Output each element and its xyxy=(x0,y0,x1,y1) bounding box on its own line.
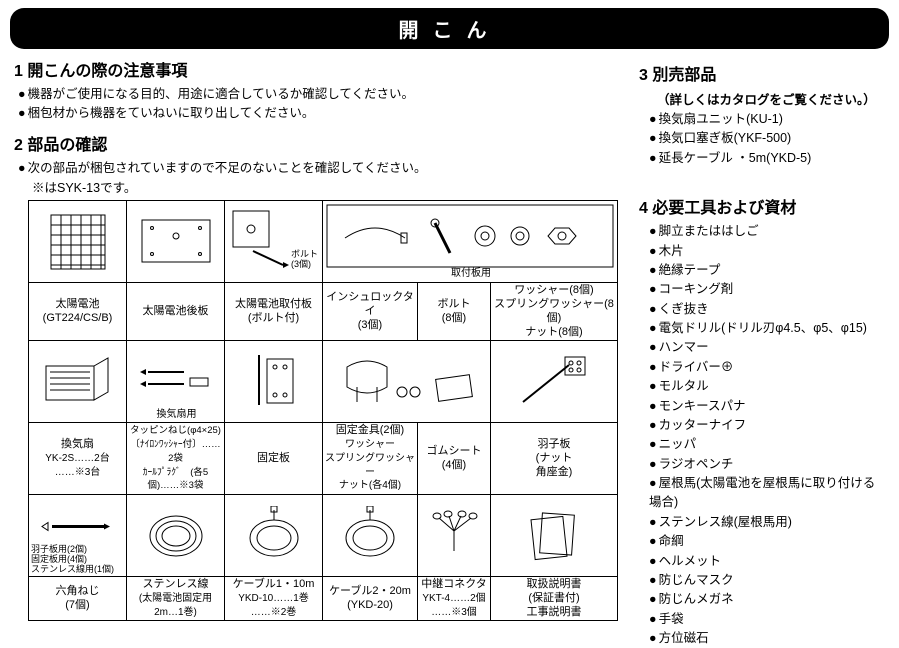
img-wire xyxy=(127,495,225,577)
label-fixed-plate: 固定板 xyxy=(225,423,323,495)
sec2-note: ※はSYK-13です。 xyxy=(14,177,619,196)
section1-heading: 1 開こんの際の注意事項 xyxy=(14,57,619,81)
img-hex-screw: 羽子板用(2個)固定板用(4個)ステンレス線用(1個) xyxy=(29,495,127,577)
img-cable1 xyxy=(225,495,323,577)
sec4-item: 木片 xyxy=(649,242,885,261)
label-hex: 六角ねじ(7個) xyxy=(29,577,127,621)
mounting-sub-label: 取付板用 xyxy=(324,268,618,281)
section2-heading: 2 部品の確認 xyxy=(14,131,619,155)
sec4-item: 命綱 xyxy=(649,532,885,551)
img-mounting-hardware: 取付板用 xyxy=(323,201,618,283)
img-cable2 xyxy=(323,495,418,577)
label-cable2: ケーブル2・20m(YKD-20) xyxy=(323,577,418,621)
sec4-item: モルタル xyxy=(649,377,885,396)
label-fan: 換気扇YK-2S……2台……※3台 xyxy=(29,423,127,495)
label-rubber: ゴムシート(4個) xyxy=(418,423,491,495)
sec3-item: 換気口塞ぎ板(YKF-500) xyxy=(649,129,885,148)
label-connector: 中継コネクタYKT-4……2個……※3個 xyxy=(418,577,491,621)
sec4-item: ドライバー⊕ xyxy=(649,358,885,377)
section4-heading: 4 必要工具および資材 xyxy=(639,194,885,218)
label-wire: ステンレス線(太陽電池固定用2m…1巻) xyxy=(127,577,225,621)
sec4-item: くぎ抜き xyxy=(649,300,885,319)
parts-table: ボルト(3個) 取付板用 xyxy=(28,200,618,621)
label-screws: タッピンねじ(φ4×25)〔ﾅｲﾛﾝﾜｯｼｬｰ付〕……2袋ｶｰﾙﾌﾟﾗｸﾞ (各… xyxy=(127,423,225,495)
sec4-item: 屋根馬(太陽電池を屋根馬に取り付ける場合) xyxy=(649,474,885,513)
hex-sub: 羽子板用(2個)固定板用(4個)ステンレス線用(1個) xyxy=(31,545,124,575)
sec4-item: 方位磁石 xyxy=(649,629,885,648)
section3-sub: （詳しくはカタログをご覧ください。） xyxy=(639,89,885,108)
img-solar-cell xyxy=(29,201,127,283)
label-clamp: 固定金具(2個)ワッシャースプリングワッシャーナット(各4個) xyxy=(323,423,418,495)
img-hagoita xyxy=(491,341,618,423)
svg-text:(3個): (3個) xyxy=(291,258,311,269)
sec4-item: 手袋 xyxy=(649,610,885,629)
img-manual xyxy=(491,495,618,577)
img-mount-plate: ボルト(3個) xyxy=(225,201,323,283)
sec4-item: 防じんマスク xyxy=(649,571,885,590)
sec4-item: コーキング剤 xyxy=(649,280,885,299)
sec4-item: 脚立またははしご xyxy=(649,222,885,241)
img-fan xyxy=(29,341,127,423)
sec3-item: 延長ケーブル ・5m(YKD-5) xyxy=(649,149,885,168)
sec4-item: 防じんメガネ xyxy=(649,590,885,609)
sec4-item: モンキースパナ xyxy=(649,397,885,416)
sec4-list: 脚立またははしご木片絶縁テープコーキング剤くぎ抜き電気ドリル(ドリル刃φ4.5、… xyxy=(639,222,885,648)
label-mount-plate: 太陽電池取付板(ボルト付) xyxy=(225,283,323,341)
right-column: 3 別売部品 （詳しくはカタログをご覧ください。） 換気扇ユニット(KU-1) … xyxy=(619,57,885,648)
label-hagoita: 羽子板(ナット角座金) xyxy=(491,423,618,495)
label-back-plate: 太陽電池後板 xyxy=(127,283,225,341)
img-screws: 換気扇用 xyxy=(127,341,225,423)
sec3-item: 換気扇ユニット(KU-1) xyxy=(649,110,885,129)
img-back-plate xyxy=(127,201,225,283)
sec4-item: ステンレス線(屋根馬用) xyxy=(649,513,885,532)
img-fixed-plate xyxy=(225,341,323,423)
fan-screws-sub: 換気扇用 xyxy=(128,409,225,422)
sec4-item: 絶縁テープ xyxy=(649,261,885,280)
section3-heading: 3 別売部品 xyxy=(639,61,885,85)
label-solar-cell: 太陽電池(GT224/CS/B) xyxy=(29,283,127,341)
main-container: 1 開こんの際の注意事項 機器がご使用になる目的、用途に適合しているか確認してく… xyxy=(0,57,899,648)
label-bolt: ボルト(8個) xyxy=(418,283,491,341)
sec4-item: 電気ドリル(ドリル刃φ4.5、φ5、φ15) xyxy=(649,319,885,338)
img-clamp-sheet xyxy=(323,341,491,423)
sec4-item: ヘルメット xyxy=(649,552,885,571)
label-cable1: ケーブル1・10mYKD-10……1巻……※2巻 xyxy=(225,577,323,621)
sec3-list: 換気扇ユニット(KU-1) 換気口塞ぎ板(YKF-500) 延長ケーブル ・5m… xyxy=(639,110,885,168)
svg-text:ボルト: ボルト xyxy=(291,249,318,259)
label-tie: インシュロックタイ(3個) xyxy=(323,283,418,341)
sec4-item: ハンマー xyxy=(649,338,885,357)
sec4-item: カッターナイフ xyxy=(649,416,885,435)
img-connector xyxy=(418,495,491,577)
left-column: 1 開こんの際の注意事項 機器がご使用になる目的、用途に適合しているか確認してく… xyxy=(14,57,619,648)
page-title: 開こん xyxy=(10,8,889,49)
label-manual: 取扱説明書(保証書付)工事説明書 xyxy=(491,577,618,621)
sec4-item: ラジオペンチ xyxy=(649,455,885,474)
sec4-item: ニッパ xyxy=(649,435,885,454)
sec1-line2: 梱包材から機器をていねいに取り出してください。 xyxy=(14,104,619,123)
sec2-line: 次の部品が梱包されていますので不足のないことを確認してください。 xyxy=(14,159,619,178)
label-washer-nut: ワッシャー(8個)スプリングワッシャー(8個)ナット(8個) xyxy=(491,283,618,341)
sec1-line1: 機器がご使用になる目的、用途に適合しているか確認してください。 xyxy=(14,85,619,104)
